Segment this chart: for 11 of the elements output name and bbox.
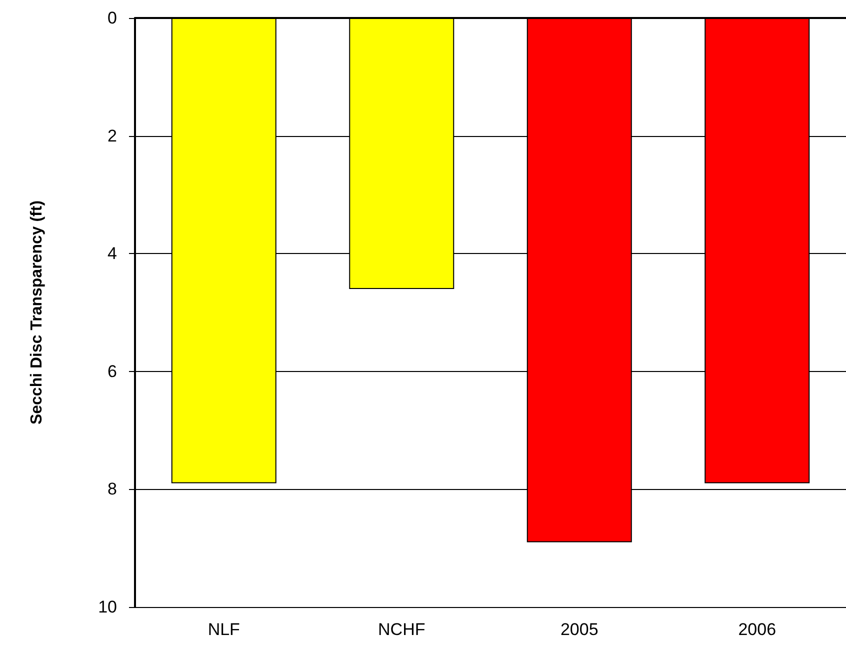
y-tick-label: 4 [108, 244, 117, 264]
y-tick-label: 2 [108, 126, 117, 146]
x-tick-label: 2006 [738, 620, 776, 639]
y-axis-title: Secchi Disc Transparency (ft) [28, 200, 46, 425]
y-tick-label: 8 [108, 480, 117, 499]
x-tick-label: NCHF [378, 620, 426, 639]
y-tick-label: 0 [108, 8, 117, 28]
x-tick-label: NLF [208, 620, 240, 639]
x-tick-label: 2005 [560, 620, 598, 639]
y-tick-label: 6 [108, 362, 117, 381]
y-tick-label: 10 [98, 598, 117, 616]
